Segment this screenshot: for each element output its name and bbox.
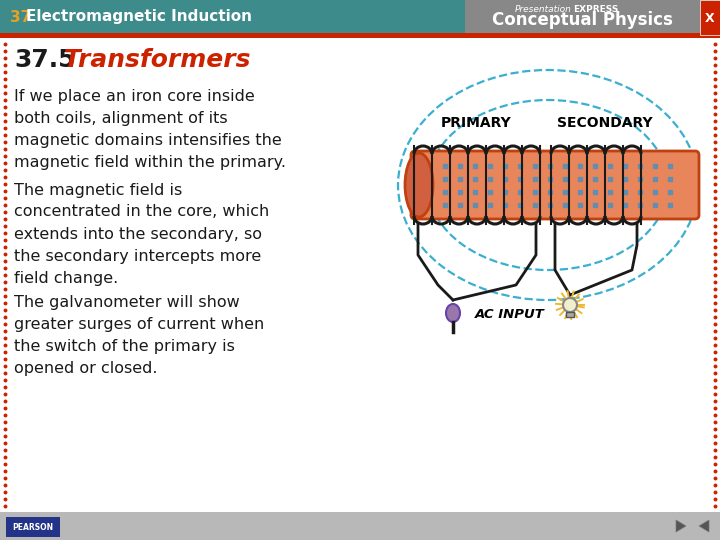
Bar (700, 0, 720, 35)
Text: EXPRESS: EXPRESS (573, 5, 618, 14)
Text: 37.5: 37.5 (14, 48, 76, 72)
Bar (465, 0, 700, 35)
Bar (0, 33, 720, 38)
Text: Presentation: Presentation (515, 5, 572, 14)
Text: extends into the secondary, so: extends into the secondary, so (14, 226, 262, 241)
Text: The galvanometer will show: The galvanometer will show (14, 294, 240, 309)
Text: If we place an iron core inside: If we place an iron core inside (14, 90, 255, 105)
Text: the secondary intercepts more: the secondary intercepts more (14, 248, 261, 264)
Ellipse shape (405, 153, 433, 217)
Polygon shape (676, 520, 686, 532)
Text: greater surges of current when: greater surges of current when (14, 316, 264, 332)
Text: both coils, alignment of its: both coils, alignment of its (14, 111, 228, 126)
Text: magnetic field within the primary.: magnetic field within the primary. (14, 156, 286, 171)
Text: opened or closed.: opened or closed. (14, 361, 158, 375)
Polygon shape (699, 520, 709, 532)
Text: SECONDARY: SECONDARY (557, 116, 653, 130)
Ellipse shape (446, 304, 460, 322)
Text: concentrated in the core, which: concentrated in the core, which (14, 205, 269, 219)
Bar (0, 0, 720, 33)
Text: Transformers: Transformers (55, 48, 251, 72)
Text: magnetic domains intensifies the: magnetic domains intensifies the (14, 133, 282, 148)
Text: 37: 37 (10, 10, 31, 24)
Text: Electromagnetic Induction: Electromagnetic Induction (26, 10, 252, 24)
Bar (0, 38, 720, 512)
Text: The magnetic field is: The magnetic field is (14, 183, 182, 198)
Bar (0, 512, 720, 540)
FancyBboxPatch shape (411, 151, 699, 219)
Bar (566, 312, 574, 317)
FancyBboxPatch shape (6, 517, 60, 537)
Text: field change.: field change. (14, 271, 118, 286)
Text: AC INPUT: AC INPUT (475, 308, 545, 321)
Text: PRIMARY: PRIMARY (441, 116, 511, 130)
Text: X: X (705, 11, 715, 24)
Text: PEARSON: PEARSON (12, 523, 53, 531)
Circle shape (563, 298, 577, 312)
Text: the switch of the primary is: the switch of the primary is (14, 339, 235, 354)
Text: Conceptual Physics: Conceptual Physics (492, 11, 672, 29)
